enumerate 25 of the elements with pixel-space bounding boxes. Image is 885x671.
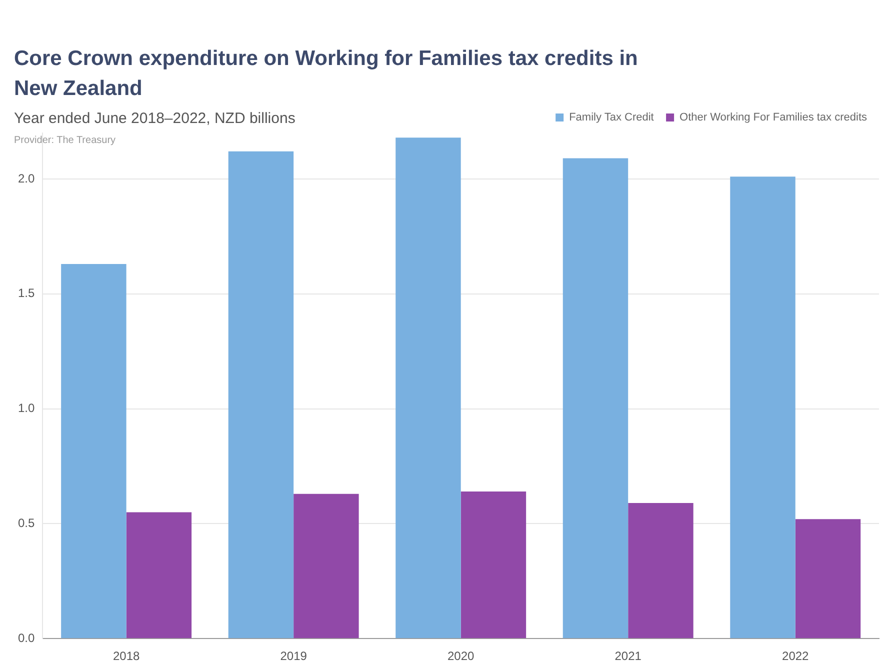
- chart-title: Core Crown expenditure on Working for Families tax credits in New Zealand: [14, 46, 639, 102]
- bar: [730, 176, 796, 638]
- x-tick-label: 2022: [782, 649, 810, 664]
- legend-label: Family Tax Credit: [569, 112, 654, 124]
- chart-subtitle: Year ended June 2018–2022, NZD billions: [14, 110, 296, 127]
- y-tick-label: 2.0: [18, 171, 35, 186]
- bar: [562, 158, 628, 638]
- bar: [126, 512, 192, 638]
- x-tick-label: 2020: [447, 649, 475, 664]
- y-tick-label: 1.0: [18, 401, 35, 416]
- y-tick-label: 1.5: [18, 286, 35, 300]
- bar: [61, 264, 126, 638]
- bar: [228, 151, 294, 638]
- bar: [294, 494, 359, 638]
- y-tick-label: 0.5: [18, 516, 35, 530]
- bar: [795, 519, 861, 638]
- bar: [396, 138, 461, 638]
- annotation: Provider: The Treasury: [14, 135, 117, 146]
- bar: [460, 492, 526, 638]
- x-tick-label: 2021: [614, 649, 642, 664]
- x-tick-label: 2018: [112, 649, 140, 664]
- bar: [628, 503, 694, 638]
- legend-label: Other Working For Families tax credits: [680, 112, 868, 124]
- y-tick-label: 0.0: [18, 630, 35, 645]
- x-tick-label: 2019: [280, 649, 308, 664]
